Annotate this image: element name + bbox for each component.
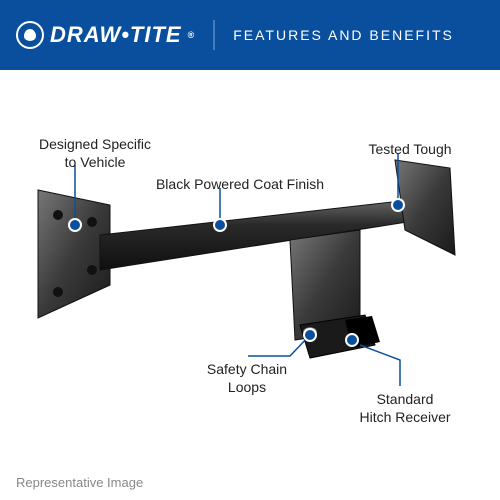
hitch-ball-icon (16, 21, 44, 49)
callout-dot-tough (391, 198, 405, 212)
callout-dot-finish (213, 218, 227, 232)
diagram-canvas: Representative Image Designed Specificto… (0, 70, 500, 500)
footer-note: Representative Image (16, 475, 143, 490)
header-bar: DRAW•TITE ® FEATURES AND BENEFITS (0, 0, 500, 70)
callout-receiver: StandardHitch Receiver (345, 390, 465, 426)
callout-dot-designed (68, 218, 82, 232)
callout-dot-loops (303, 328, 317, 342)
brand-logo: DRAW•TITE ® (16, 21, 195, 49)
callout-loops: Safety ChainLoops (197, 360, 297, 396)
header-tagline: FEATURES AND BENEFITS (233, 27, 454, 43)
callout-designed: Designed Specificto Vehicle (25, 135, 165, 171)
brand-name: DRAW•TITE (50, 22, 182, 48)
callout-finish: Black Powered Coat Finish (140, 175, 340, 193)
callout-dot-receiver (345, 333, 359, 347)
registered-mark: ® (188, 30, 196, 40)
header-divider (213, 20, 215, 50)
callout-tough: Tested Tough (355, 140, 465, 158)
